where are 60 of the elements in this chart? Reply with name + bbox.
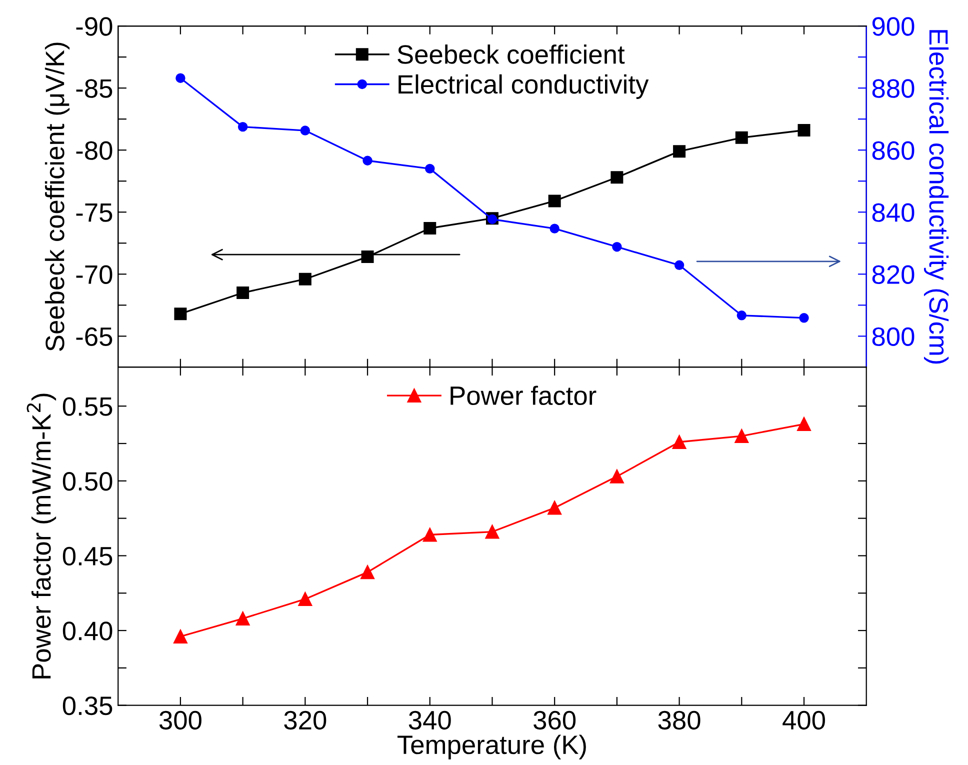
x-tick-label: 340 <box>408 710 451 730</box>
x-tick-label: 320 <box>284 710 326 730</box>
point <box>360 565 374 580</box>
point <box>485 524 500 539</box>
y-tick-label: -90 <box>76 17 112 36</box>
y-tick-label: -75 <box>76 204 112 222</box>
point <box>174 308 187 320</box>
point <box>674 260 684 270</box>
y2-tick-label: 840 <box>872 203 914 222</box>
point <box>673 145 686 158</box>
x-tick-label: 380 <box>658 710 700 730</box>
x-tick-label: 300 <box>159 710 202 730</box>
x-tick-label: 400 <box>782 710 825 730</box>
point <box>298 592 312 606</box>
point <box>797 417 811 431</box>
y-tick-label: 0.50 <box>62 472 112 491</box>
y-tick-label: -80 <box>76 141 112 160</box>
point <box>238 122 248 132</box>
point <box>550 224 560 234</box>
y-tick-label: -70 <box>76 265 112 284</box>
point <box>734 429 749 443</box>
y-tick-label: -85 <box>76 79 112 98</box>
point <box>798 124 810 136</box>
point <box>176 73 186 83</box>
point <box>612 242 622 252</box>
point <box>298 272 312 286</box>
point <box>736 310 747 320</box>
y-axis-title: Power factor (mW/m-K$^{2}$) <box>26 394 56 678</box>
point <box>300 126 310 136</box>
point <box>236 286 250 300</box>
y-tick-label: 0.55 <box>62 397 112 416</box>
point <box>672 435 686 449</box>
y2-tick-label: 880 <box>872 79 914 98</box>
y-tick-label: 0.40 <box>62 622 112 640</box>
y-tick-label: 0.45 <box>62 546 112 566</box>
point <box>610 171 624 184</box>
y2-tick-label: 820 <box>872 265 914 284</box>
point <box>548 194 561 208</box>
point <box>610 469 624 484</box>
y-axis-title: Seebeck coefficient (μV/K) <box>44 42 70 351</box>
x-axis-title: Temperature (K) <box>398 734 586 760</box>
point <box>799 313 809 323</box>
point <box>735 131 748 144</box>
legend-label: Seebeck coefficient <box>398 44 625 64</box>
y-tick-label: -65 <box>76 327 112 346</box>
point <box>362 156 372 166</box>
legend-label: Electrical conductivity <box>398 74 649 99</box>
point <box>236 612 250 626</box>
y2-axis-title: Electrical conductivity (S/cm) <box>924 30 949 364</box>
x-tick-label: 360 <box>534 710 576 730</box>
point <box>424 222 436 234</box>
legend-label: Power factor <box>450 386 596 406</box>
y2-tick-label: 800 <box>872 327 914 346</box>
y2-tick-label: 900 <box>872 17 914 36</box>
y-tick-label: 0.35 <box>62 696 112 716</box>
y2-tick-label: 860 <box>872 141 914 160</box>
point <box>548 500 562 515</box>
point <box>422 528 437 542</box>
point <box>174 630 188 644</box>
point <box>425 164 435 174</box>
